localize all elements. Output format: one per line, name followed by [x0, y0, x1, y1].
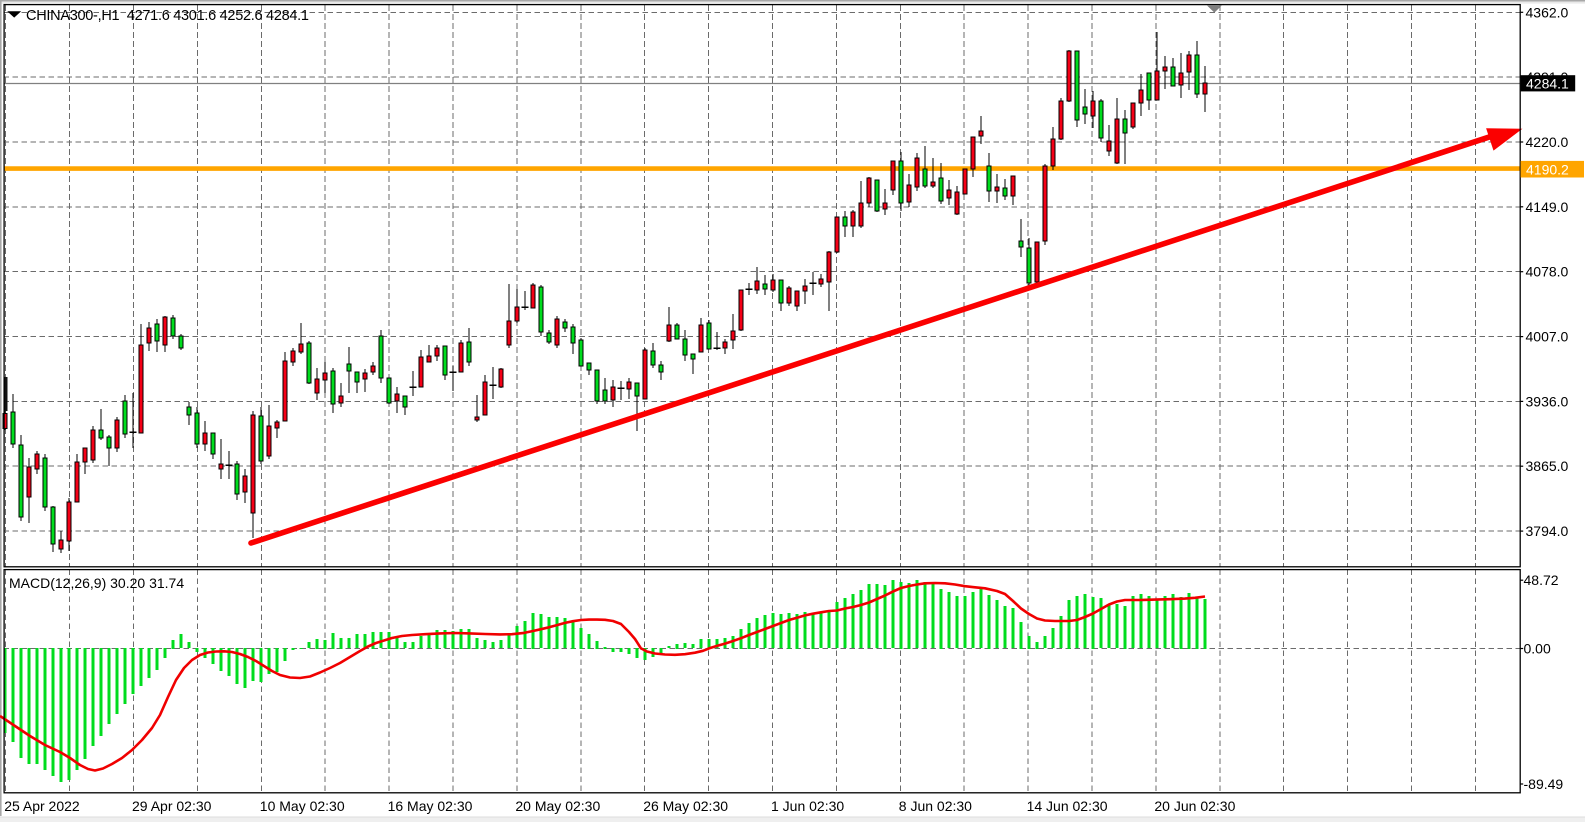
svg-text:14 Jun 02:30: 14 Jun 02:30 [1027, 798, 1108, 814]
svg-text:20 May 02:30: 20 May 02:30 [515, 798, 600, 814]
svg-text:4149.0: 4149.0 [1526, 199, 1569, 215]
svg-text:CHINA300-,H1 4271.6 4301.6 42: CHINA300-,H1 4271.6 4301.6 4252.6 4284.1 [26, 8, 309, 24]
svg-text:3794.0: 3794.0 [1526, 523, 1569, 539]
svg-text:4078.0: 4078.0 [1526, 264, 1569, 280]
svg-text:29 Apr 02:30: 29 Apr 02:30 [132, 798, 212, 814]
svg-text:4362.0: 4362.0 [1526, 4, 1569, 20]
svg-text:4190.2: 4190.2 [1526, 161, 1569, 177]
svg-text:25 Apr 2022: 25 Apr 2022 [4, 798, 80, 814]
svg-text:3865.0: 3865.0 [1526, 458, 1569, 474]
svg-text:4220.0: 4220.0 [1526, 134, 1569, 150]
svg-text:10 May 02:30: 10 May 02:30 [260, 798, 345, 814]
svg-text:4284.1: 4284.1 [1526, 76, 1569, 92]
svg-text:20 Jun 02:30: 20 Jun 02:30 [1154, 798, 1235, 814]
svg-text:0.00: 0.00 [1524, 641, 1551, 657]
svg-text:1 Jun 02:30: 1 Jun 02:30 [771, 798, 844, 814]
svg-text:16 May 02:30: 16 May 02:30 [388, 798, 473, 814]
svg-text:4007.0: 4007.0 [1526, 329, 1569, 345]
svg-text:3936.0: 3936.0 [1526, 393, 1569, 409]
svg-text:8 Jun 02:30: 8 Jun 02:30 [899, 798, 972, 814]
svg-text:48.72: 48.72 [1524, 572, 1559, 588]
svg-text:26 May 02:30: 26 May 02:30 [643, 798, 728, 814]
svg-text:MACD(12,26,9) 30.20 31.74: MACD(12,26,9) 30.20 31.74 [9, 575, 184, 591]
svg-text:-89.49: -89.49 [1524, 776, 1564, 792]
